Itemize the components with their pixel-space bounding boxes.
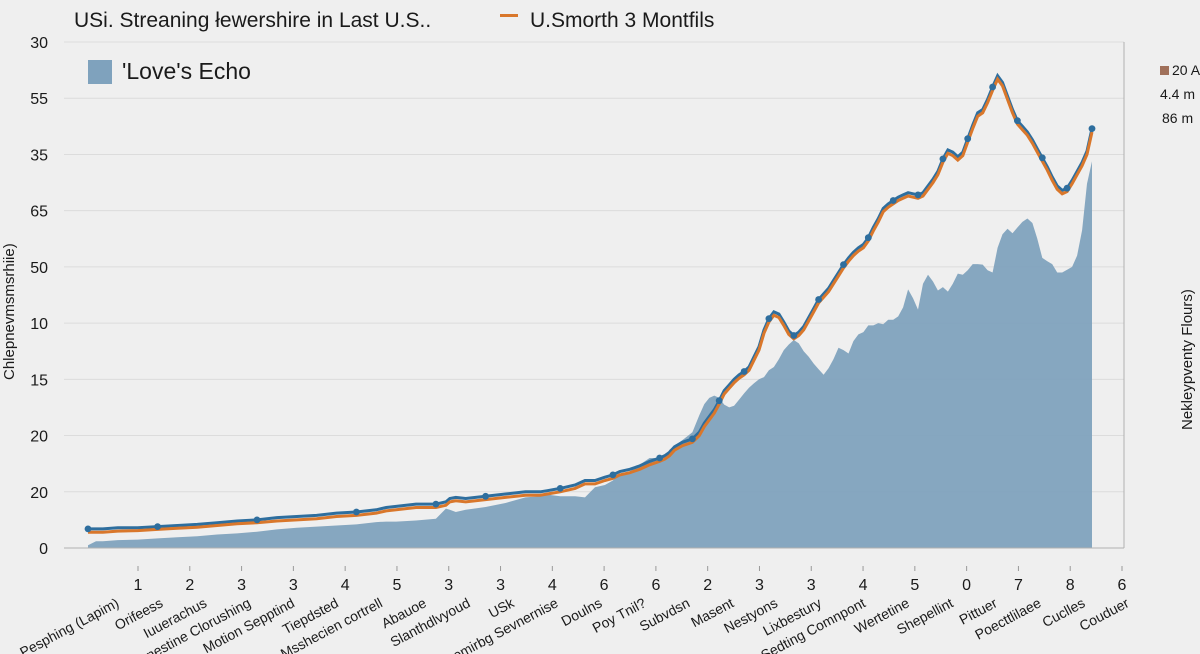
- y-tick-label: 0: [39, 541, 48, 558]
- x-tick-label: 8: [1066, 577, 1075, 594]
- y-tick-label: 65: [30, 204, 48, 221]
- data-point: [939, 155, 947, 163]
- x-tick-label: 0: [962, 577, 971, 594]
- legend: 'Love's Echo: [88, 58, 251, 84]
- data-point: [815, 296, 822, 303]
- x-tick-label: 5: [910, 577, 919, 594]
- x-tick-label: 6: [600, 577, 609, 594]
- side-swatch: [1160, 66, 1169, 75]
- x-tick-label: 4: [859, 577, 868, 594]
- x-tick-label: 1: [134, 577, 143, 594]
- data-point: [1088, 125, 1096, 132]
- x-tick-label: 3: [807, 577, 816, 594]
- x-category-labels: Pesphing (Lapim)OrifeessIuuerachusCornes…: [17, 594, 1132, 654]
- side-label-1: 20 A: [1172, 62, 1200, 78]
- side-labels: 20 A 4.4 m 86 m: [1160, 62, 1200, 126]
- x-tick-label: 7: [1014, 577, 1023, 594]
- y-tick-label: 55: [30, 91, 48, 108]
- data-point: [689, 435, 696, 443]
- data-point: [914, 191, 922, 199]
- data-point: [1038, 154, 1046, 162]
- y-tick-label: 20: [30, 429, 48, 446]
- side-label-3: 86 m: [1162, 110, 1193, 126]
- x-tick-label: 6: [651, 577, 660, 594]
- y-tick-label: 50: [30, 260, 48, 277]
- chart-title: USi. Streaning łewershire in Last U.S..: [74, 9, 431, 32]
- y-tick-label: 10: [30, 316, 48, 333]
- data-point: [864, 234, 872, 242]
- x-tick-label: 3: [496, 577, 505, 594]
- y-axis-label: Chlepnevmsmsrhiie): [1, 243, 18, 380]
- x-tick-label: 4: [341, 577, 350, 594]
- data-point: [482, 492, 489, 500]
- x-tick-label: 5: [392, 577, 401, 594]
- y-tick-label: 35: [30, 147, 48, 164]
- data-point: [609, 471, 617, 479]
- data-point: [84, 525, 92, 533]
- data-point: [964, 135, 972, 143]
- x-tick-label: 3: [755, 577, 764, 594]
- x-tick-label: 3: [444, 577, 453, 594]
- data-point: [790, 332, 798, 339]
- y-tick-label: 30: [30, 35, 48, 52]
- area-series: [88, 161, 1092, 548]
- data-point: [556, 485, 564, 492]
- y-axis-ticks: 30 55 35 65 50 10 15 20 20 0: [30, 35, 48, 558]
- data-point: [765, 315, 773, 322]
- data-point: [840, 261, 847, 268]
- side-label-2: 4.4 m: [1160, 86, 1195, 102]
- data-point: [656, 454, 663, 462]
- x-tick-label: 6: [1118, 577, 1127, 594]
- x-category-label: Couduer: [1076, 594, 1131, 633]
- data-point: [154, 523, 162, 530]
- x-tick-label: 4: [548, 577, 557, 594]
- data-point: [889, 197, 897, 204]
- top-legend-swatch: [500, 14, 518, 17]
- x-category-label: Subvdsn: [637, 595, 693, 635]
- x-tick-label: 2: [703, 577, 712, 594]
- y-tick-label: 15: [30, 372, 48, 389]
- data-point: [715, 397, 723, 405]
- data-point: [253, 516, 261, 524]
- legend-label: 'Love's Echo: [122, 58, 251, 84]
- orange-line-series: [88, 76, 1094, 534]
- x-category-label: Pesphing (Lapim): [17, 595, 121, 654]
- data-point: [432, 500, 440, 508]
- chart-title-suffix: U.Smorth 3 Montfils: [530, 9, 714, 32]
- data-point: [1014, 117, 1021, 125]
- x-tick-label: 3: [289, 577, 298, 594]
- y-tick-label: 20: [30, 485, 48, 502]
- data-point: [1063, 184, 1071, 192]
- legend-swatch: [88, 60, 112, 84]
- x-axis-ticks: 1 2 3 3 4 5 3 3 4 6 6 2 3 3 4 5 0 7 8 6: [134, 566, 1127, 594]
- data-point: [740, 368, 748, 375]
- series-markers: [84, 83, 1096, 533]
- x-tick-label: 3: [237, 577, 246, 594]
- x-tick-label: 2: [185, 577, 194, 594]
- data-point: [989, 83, 996, 91]
- y-axis-label-right: Nekleypventy Flours): [1179, 289, 1196, 430]
- data-point: [353, 508, 360, 516]
